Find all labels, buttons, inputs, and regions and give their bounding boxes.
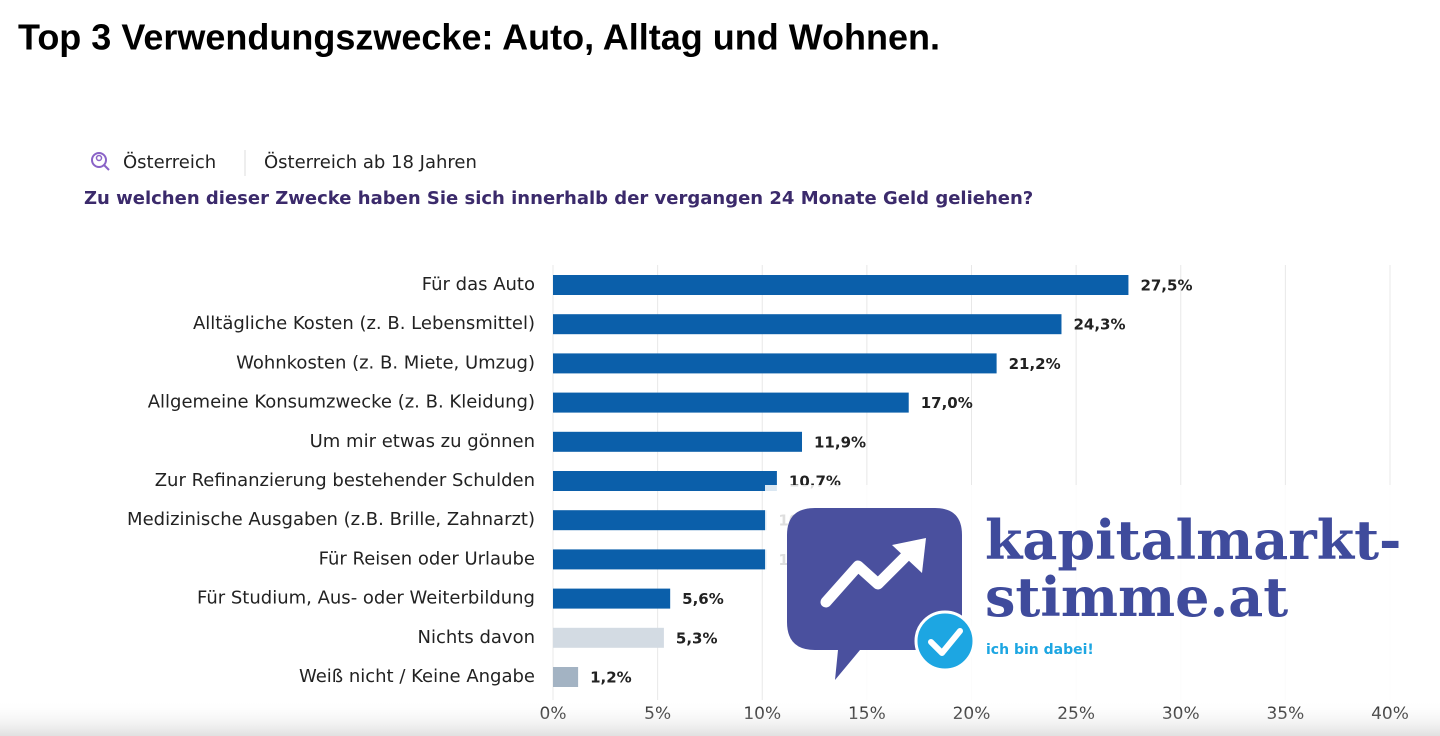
bar bbox=[553, 549, 767, 570]
bar bbox=[553, 314, 1062, 335]
value-label: 5,3% bbox=[676, 629, 718, 647]
category-label: Medizinische Ausgaben (z.B. Brille, Zahn… bbox=[127, 509, 535, 530]
value-label: 17,0% bbox=[921, 394, 973, 412]
watermark-line1: kapitalmarkt- bbox=[985, 508, 1401, 572]
category-label: Wohnkosten (z. B. Miete, Umzug) bbox=[236, 352, 535, 373]
category-label: Für das Auto bbox=[422, 274, 535, 295]
watermark: kapitalmarkt- stimme.at ich bin dabei! bbox=[765, 485, 1440, 700]
value-label: 24,3% bbox=[1073, 316, 1125, 334]
bar bbox=[553, 667, 579, 687]
logo-arrowhead bbox=[892, 538, 926, 573]
bottom-shade bbox=[0, 700, 1440, 736]
logo-arrow bbox=[820, 541, 921, 608]
filter-population: Österreich ab 18 Jahren bbox=[264, 151, 477, 173]
bar bbox=[553, 353, 997, 374]
bar bbox=[553, 471, 777, 491]
category-label: Für Studium, Aus- oder Weiterbildung bbox=[197, 588, 535, 609]
category-label: Zur Refinanzierung bestehender Schulden bbox=[155, 470, 535, 491]
bar bbox=[553, 431, 803, 452]
page-title: Top 3 Verwendungszwecke: Auto, Alltag un… bbox=[18, 17, 940, 58]
value-label: 1,2% bbox=[590, 669, 632, 687]
value-label: 11,9% bbox=[814, 433, 866, 451]
bar bbox=[553, 510, 767, 531]
category-label: Nichts davon bbox=[418, 627, 535, 648]
category-label: Um mir etwas zu gönnen bbox=[310, 431, 535, 452]
filter-country: Österreich bbox=[123, 151, 216, 173]
watermark-line2: stimme.at bbox=[985, 565, 1288, 629]
bar bbox=[553, 588, 671, 609]
check-mark bbox=[928, 628, 963, 656]
category-label: Alltägliche Kosten (z. B. Lebensmittel) bbox=[193, 313, 535, 334]
bar bbox=[553, 392, 909, 413]
value-label: 5,6% bbox=[682, 590, 724, 608]
category-label: Für Reisen oder Urlaube bbox=[319, 548, 535, 569]
value-label: 21,2% bbox=[1009, 355, 1061, 373]
location-icon bbox=[91, 152, 110, 171]
check-badge bbox=[914, 610, 976, 672]
category-label: Allgemeine Konsumzwecke (z. B. Kleidung) bbox=[148, 392, 535, 413]
bar bbox=[553, 275, 1129, 295]
watermark-tagline: ich bin dabei! bbox=[986, 642, 1094, 658]
chart-question: Zu welchen dieser Zwecke haben Sie sich … bbox=[84, 188, 1033, 209]
bar bbox=[553, 627, 664, 648]
value-label: 27,5% bbox=[1140, 277, 1192, 295]
category-label: Weiß nicht / Keine Angabe bbox=[299, 666, 535, 687]
